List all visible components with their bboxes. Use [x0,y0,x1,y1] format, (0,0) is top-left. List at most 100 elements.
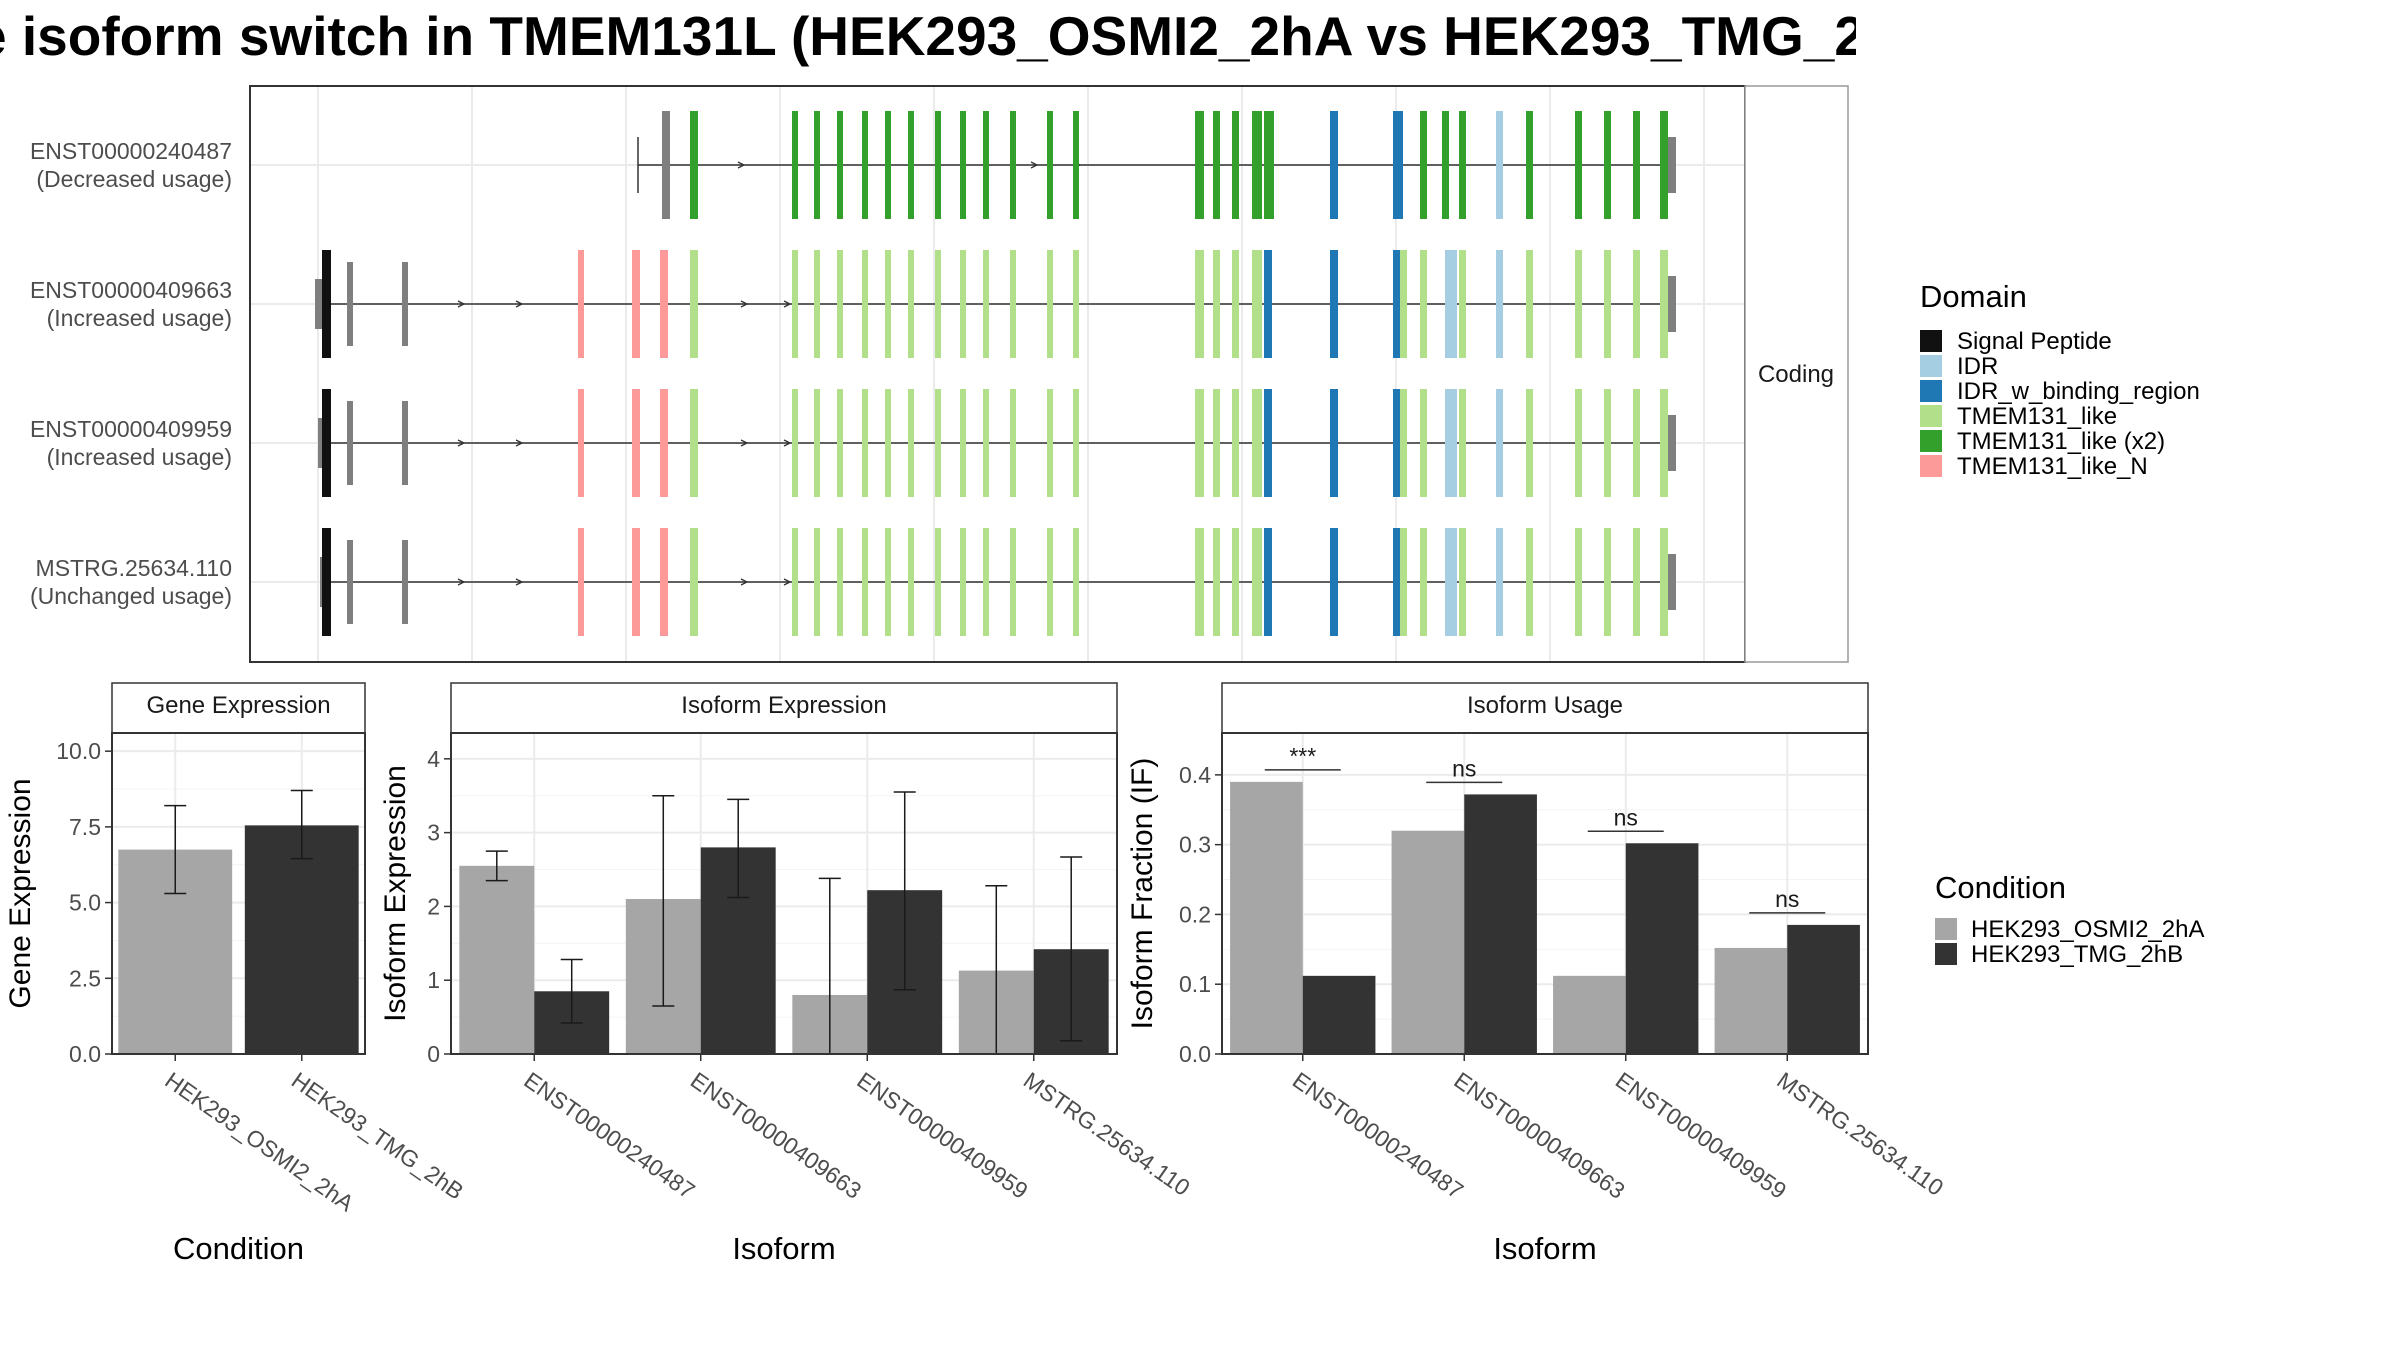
exon-block [1445,250,1457,358]
x-axis-title: Isoform [732,1231,835,1266]
exon-block [1264,389,1272,497]
exon-block [1442,111,1449,219]
exon-block [837,250,843,358]
direction-arrow [740,439,749,447]
exon-block [1195,389,1204,497]
exon-block [908,528,914,636]
direction-arrow [457,578,466,586]
exon-block [1575,528,1582,636]
bar [1302,975,1376,1054]
y-tick-label: 0.0 [1179,1041,1211,1067]
exon-block [1526,528,1533,636]
isoform-row-label: ENST00000240487 [30,138,232,164]
bar [1391,830,1465,1054]
bar [1787,924,1860,1054]
exon-block [1420,111,1427,219]
exon-block [1232,528,1239,636]
exon-block [1264,528,1272,636]
utr-exon [1668,415,1676,471]
y-tick-label: 2.5 [69,965,101,991]
exon-block [935,250,941,358]
exon-block [885,250,891,358]
exon-block [402,401,408,485]
bar [1230,781,1303,1054]
y-tick-label: 0.3 [1179,832,1211,858]
exon-block [1459,389,1466,497]
exon-block [960,111,966,219]
significance-label: ns [1452,755,1476,781]
exon-block [1047,111,1053,219]
domain-legend-label: TMEM131_like [1957,403,2117,430]
x-tick-label: ENST00000240487 [519,1067,699,1204]
exon-block [1010,111,1016,219]
domain-legend-label: IDR [1957,353,1998,380]
y-tick-label: 3 [427,820,440,846]
exon-block [1604,389,1611,497]
exon-block [960,250,966,358]
exon-block [402,262,408,346]
exon-block [322,250,331,358]
panel-strip [1221,682,1869,734]
utr-exon [315,279,323,329]
isoform-usage-label: (Unchanged usage) [30,583,232,609]
exon-block [1073,111,1079,219]
exon-block [1400,389,1407,497]
domain-legend-key [1920,455,1942,477]
exon-block [347,401,353,485]
exon-block [402,540,408,624]
exon-block [983,389,989,497]
condition-legend-key [1935,918,1957,940]
y-tick-label: 0 [427,1041,440,1067]
exon-block [1232,111,1239,219]
direction-arrow [783,578,792,586]
exon-block [347,262,353,346]
bar [244,825,359,1054]
exon-block [1459,250,1466,358]
x-tick-label: MSTRG.25634.110 [1019,1067,1195,1201]
exon-block [690,389,698,497]
exon-block [1393,250,1401,358]
x-tick-label: ENST00000409663 [686,1067,866,1204]
exon-block [814,389,820,497]
exon-block [1213,389,1220,497]
condition-legend-title: Condition [1935,870,2066,905]
y-tick-label: 0.4 [1179,762,1211,788]
exon-block [660,389,668,497]
domain-legend-key [1920,405,1942,427]
domain-legend-label: Signal Peptide [1957,328,2112,355]
bar [1464,794,1537,1054]
exon-block [1400,528,1407,636]
y-tick-label: 4 [427,746,440,772]
exon-block [1330,111,1338,219]
exon-block [960,528,966,636]
significance-label: ns [1775,886,1799,912]
exon-block [792,111,798,219]
exon-block [1633,389,1640,497]
domain-legend-title: Domain [1920,279,2027,314]
exon-block [1213,111,1220,219]
condition-legend-key [1935,943,1957,965]
exon-block [862,528,868,636]
x-tick-label: ENST00000409959 [1611,1067,1791,1204]
exon-block [1604,250,1611,358]
exon-block [632,528,640,636]
exon-block [1213,250,1220,358]
y-axis-title: Isoform Fraction (IF) [1126,758,1159,1030]
direction-arrow [457,439,466,447]
domain-legend-key [1920,430,1942,452]
exon-block [792,528,798,636]
exon-block [1264,111,1274,219]
exon-block [690,250,698,358]
exon-block [632,250,640,358]
x-axis-title: Isoform [1493,1231,1596,1266]
domain-legend-key [1920,355,1942,377]
bar [1625,843,1699,1054]
exon-block [983,111,989,219]
exon-block [792,250,798,358]
exon-block [908,111,914,219]
y-tick-label: 10.0 [56,738,101,764]
utr-exon [1668,137,1676,193]
direction-arrow [737,161,746,169]
exon-block [908,389,914,497]
y-tick-label: 7.5 [69,814,101,840]
